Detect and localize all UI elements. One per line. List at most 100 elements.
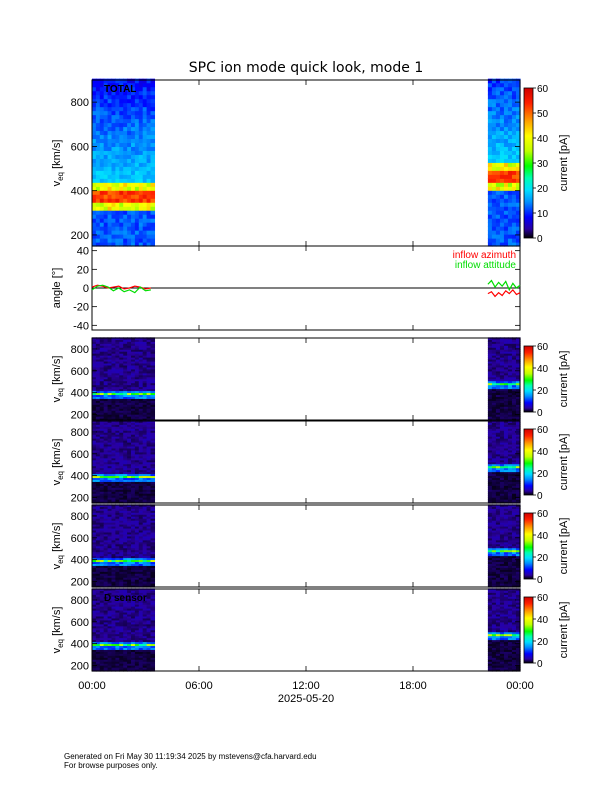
heat-cell bbox=[119, 78, 124, 84]
heat-cell bbox=[511, 343, 517, 346]
heat-cell bbox=[138, 337, 144, 340]
heat-cell bbox=[127, 118, 132, 124]
heat-cell bbox=[507, 410, 513, 413]
heat-cell bbox=[495, 357, 501, 360]
heat-cell bbox=[107, 590, 113, 593]
heat-cell bbox=[487, 609, 493, 613]
heat-cell bbox=[515, 559, 521, 563]
heat-cell bbox=[507, 351, 513, 354]
heat-cell bbox=[511, 504, 517, 507]
heat-cell bbox=[95, 573, 101, 576]
heat-cell bbox=[138, 510, 144, 513]
heat-cell bbox=[123, 659, 128, 662]
heat-cell bbox=[123, 549, 128, 553]
heat-cell bbox=[138, 198, 144, 203]
heat-cell bbox=[111, 234, 117, 239]
heat-cell bbox=[123, 400, 128, 403]
y-tick-label: 600 bbox=[71, 449, 89, 461]
heat-cell bbox=[107, 82, 113, 88]
heat-cell bbox=[146, 339, 152, 342]
heat-cell bbox=[487, 465, 493, 469]
heat-cell bbox=[92, 533, 97, 537]
heat-cell bbox=[499, 402, 505, 405]
heat-cell bbox=[491, 351, 497, 354]
heat-cell bbox=[134, 392, 140, 396]
heat-cell bbox=[123, 553, 128, 557]
heat-cell bbox=[150, 382, 156, 386]
heat-cell bbox=[134, 561, 140, 564]
heat-cell bbox=[146, 455, 152, 459]
heat-cell bbox=[115, 641, 120, 645]
heat-cell bbox=[127, 400, 132, 403]
heat-cell bbox=[107, 114, 113, 120]
heat-cell bbox=[119, 467, 124, 471]
heat-cell bbox=[150, 615, 156, 619]
heat-cell bbox=[487, 210, 493, 215]
heat-cell bbox=[146, 422, 152, 425]
heat-cell bbox=[123, 477, 128, 480]
heat-cell bbox=[138, 339, 144, 342]
heat-cell bbox=[150, 621, 156, 625]
heat-cell bbox=[127, 390, 132, 394]
heat-cell bbox=[119, 194, 124, 199]
heat-cell bbox=[507, 343, 513, 346]
heat-cell bbox=[138, 581, 144, 584]
heat-cell bbox=[123, 126, 128, 132]
heat-cell bbox=[499, 186, 505, 191]
heat-cell bbox=[507, 353, 513, 356]
heat-cell bbox=[503, 430, 509, 433]
heat-cell bbox=[107, 649, 113, 652]
heat-cell bbox=[127, 579, 132, 582]
heat-cell bbox=[142, 653, 148, 656]
heat-cell bbox=[138, 569, 144, 572]
heat-cell bbox=[107, 493, 113, 496]
heat-cell bbox=[134, 641, 140, 645]
heat-cell bbox=[491, 154, 497, 159]
heat-cell bbox=[511, 531, 517, 535]
heat-cell bbox=[95, 162, 101, 167]
heat-cell bbox=[138, 512, 144, 515]
heat-cell bbox=[150, 641, 156, 645]
heat-cell bbox=[499, 126, 505, 132]
heat-cell bbox=[142, 583, 148, 586]
heat-cell bbox=[99, 218, 105, 223]
heat-cell bbox=[99, 465, 105, 469]
heat-cell bbox=[103, 94, 109, 100]
heat-cell bbox=[491, 629, 497, 633]
heat-cell bbox=[515, 102, 521, 108]
heat-cell bbox=[495, 362, 501, 366]
heat-cell bbox=[150, 445, 156, 449]
heat-cell bbox=[515, 190, 521, 195]
heat-cell bbox=[107, 443, 113, 447]
heat-cell bbox=[127, 394, 132, 397]
heat-cell bbox=[499, 525, 505, 529]
heat-cell bbox=[495, 569, 501, 572]
heat-cell bbox=[491, 378, 497, 382]
heat-cell bbox=[503, 366, 509, 370]
heat-cell bbox=[123, 621, 128, 625]
heat-cell bbox=[515, 453, 521, 457]
heat-cell bbox=[95, 226, 101, 231]
heat-cell bbox=[150, 667, 156, 670]
heat-cell bbox=[92, 669, 97, 672]
heat-cell bbox=[123, 481, 128, 484]
heat-cell bbox=[115, 102, 120, 108]
heat-cell bbox=[507, 394, 513, 397]
heat-cell bbox=[134, 362, 140, 366]
heat-cell bbox=[142, 347, 148, 350]
heat-cell bbox=[134, 493, 140, 496]
heat-cell bbox=[507, 400, 513, 403]
heat-cell bbox=[507, 134, 513, 140]
heat-cell bbox=[107, 643, 113, 647]
heat-cell bbox=[142, 455, 148, 459]
heat-cell bbox=[503, 374, 509, 378]
heat-cell bbox=[503, 479, 509, 482]
heat-cell bbox=[115, 608, 120, 611]
heat-cell bbox=[142, 487, 148, 490]
heat-cell bbox=[127, 341, 132, 344]
heat-cell bbox=[134, 90, 140, 96]
heat-cell bbox=[131, 592, 136, 595]
heat-cell bbox=[142, 198, 148, 203]
heat-cell bbox=[134, 416, 140, 419]
heat-cell bbox=[515, 497, 521, 500]
